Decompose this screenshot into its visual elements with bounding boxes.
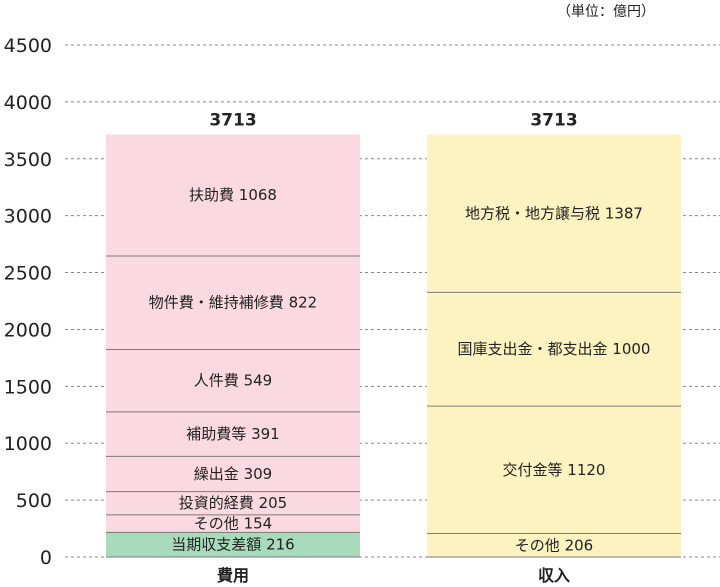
bar-2: その他 206 交付金等 1120 国庫支出金・都支出金 1000 地方税・地方譲与税… — [427, 111, 681, 585]
segment-label: その他 154 — [194, 515, 272, 533]
bar-total-label: 3713 — [209, 111, 256, 131]
y-tick-label: 2000 — [4, 319, 52, 341]
y-tick-label: 3500 — [4, 149, 52, 171]
y-tick-label: 0 — [40, 547, 52, 569]
segment-label: 地方税・地方譲与税 1387 — [465, 204, 643, 222]
bar-segment — [427, 292, 681, 407]
bar-total-label: 3713 — [530, 111, 577, 131]
segment-label: 扶助費 1068 — [189, 186, 277, 204]
bar-segment — [106, 532, 360, 557]
segment-label: 補助費等 391 — [186, 425, 279, 443]
bars: 当期収支差額 216 その他 154 投資的経費 205 繰出金 309 補助費等 39… — [106, 111, 681, 585]
y-tick-label: 1000 — [4, 433, 52, 455]
segment-label: 国庫支出金・都支出金 1000 — [458, 340, 651, 358]
unit-label: （単位：億円） — [557, 4, 655, 20]
y-tick-label: 2500 — [4, 263, 52, 285]
y-tick-label: 4000 — [4, 92, 52, 114]
bar-segment — [106, 255, 360, 350]
segment-label: 当期収支差額 216 — [171, 536, 294, 554]
x-category-label: 費用 — [217, 566, 249, 585]
bar-segment — [106, 456, 360, 492]
bar-segment — [106, 134, 360, 256]
bar-1: 当期収支差額 216 その他 154 投資的経費 205 繰出金 309 補助費等 39… — [106, 111, 360, 585]
segment-label: 投資的経費 205 — [179, 494, 287, 512]
bar-segment — [427, 406, 681, 534]
y-tick-label: 4500 — [4, 35, 52, 57]
bar-segment — [106, 349, 360, 412]
segment-label: その他 206 — [515, 536, 593, 554]
segment-label: 人件費 549 — [194, 372, 272, 390]
bar-segment — [106, 514, 360, 533]
y-tick-label: 500 — [16, 490, 52, 512]
bar-segment — [427, 134, 681, 293]
segment-label: 物件費・維持補修費 822 — [149, 294, 317, 312]
bar-segment — [106, 411, 360, 457]
x-category-label: 収入 — [538, 566, 570, 585]
y-axis: 0 500 1000 1500 2000 2500 3000 3500 4000 4500 — [4, 35, 52, 569]
segment-label: 交付金等 1120 — [503, 461, 606, 479]
y-tick-label: 1500 — [4, 376, 52, 398]
bar-segment — [106, 491, 360, 515]
segment-label: 繰出金 309 — [194, 465, 272, 483]
y-tick-label: 3000 — [4, 206, 52, 228]
bar-segment — [427, 533, 681, 557]
